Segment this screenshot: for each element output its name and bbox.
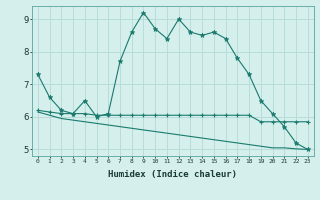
- X-axis label: Humidex (Indice chaleur): Humidex (Indice chaleur): [108, 170, 237, 179]
